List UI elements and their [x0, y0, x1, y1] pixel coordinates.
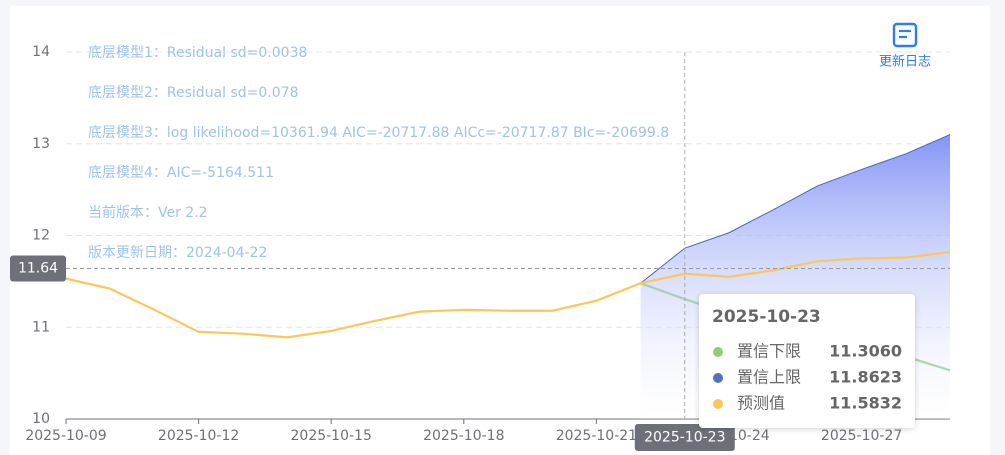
- annotation: 底层模型1：Residual sd=0.0038: [88, 45, 307, 61]
- y-tick-label: 11: [32, 319, 50, 335]
- tooltip-name: 置信上限: [737, 368, 801, 387]
- tooltip-value: 11.3060: [829, 342, 902, 361]
- y-tick-label: 14: [32, 44, 50, 60]
- x-tick-label: 2025-10-12: [158, 428, 239, 444]
- legend-dot: [713, 373, 723, 383]
- tooltip-value: 11.5832: [829, 394, 902, 413]
- tooltip-title: 2025-10-23: [712, 307, 821, 327]
- x-pointer-box: [634, 424, 735, 451]
- annotation: 当前版本：Ver 2.2: [88, 204, 208, 221]
- y-tick-label: 13: [32, 136, 50, 152]
- tooltip-name: 置信下限: [737, 342, 801, 361]
- update-log-button[interactable]: 更新日志: [879, 22, 931, 70]
- x-tick-label: 2025-10-21: [556, 428, 637, 444]
- y-pointer-label: 11.64: [18, 261, 58, 277]
- x-tick-label: 2025-10-27: [821, 428, 902, 444]
- y-tick-label: 12: [32, 228, 50, 244]
- y-tick-label: 10: [32, 411, 50, 427]
- y-pointer-box: [10, 255, 66, 282]
- legend-dot: [713, 347, 723, 357]
- overlay: 11.64 2025-10-23 2025-10-23 置信下限 11.3060 置信上限…: [10, 52, 950, 451]
- icon: [892, 22, 918, 48]
- tooltip: [699, 294, 915, 428]
- series-line: [65, 250, 951, 339]
- annotation: 版本更新日期：2024-04-22: [88, 245, 267, 261]
- x-tick-label: 2025-10-15: [291, 428, 372, 444]
- legend-dot: [713, 399, 723, 409]
- tooltip-name: 预测值: [737, 394, 785, 413]
- series-line: [640, 134, 951, 284]
- tooltip-value: 11.8623: [829, 368, 902, 387]
- x-tick-label: 2025-10-18: [423, 428, 504, 444]
- x-pointer-label: 2025-10-23: [644, 430, 725, 446]
- button-label[interactable]: 更新日志: [879, 54, 931, 70]
- annotation: 底层模型2：Residual sd=0.078: [88, 85, 298, 101]
- x-tick-label: 2025-10-09: [25, 428, 106, 444]
- annotation: 底层模型4：AIC=-5164.511: [88, 165, 274, 181]
- annotation: 底层模型3：log likelihood=10361.94 AIC=-20717…: [88, 125, 669, 141]
